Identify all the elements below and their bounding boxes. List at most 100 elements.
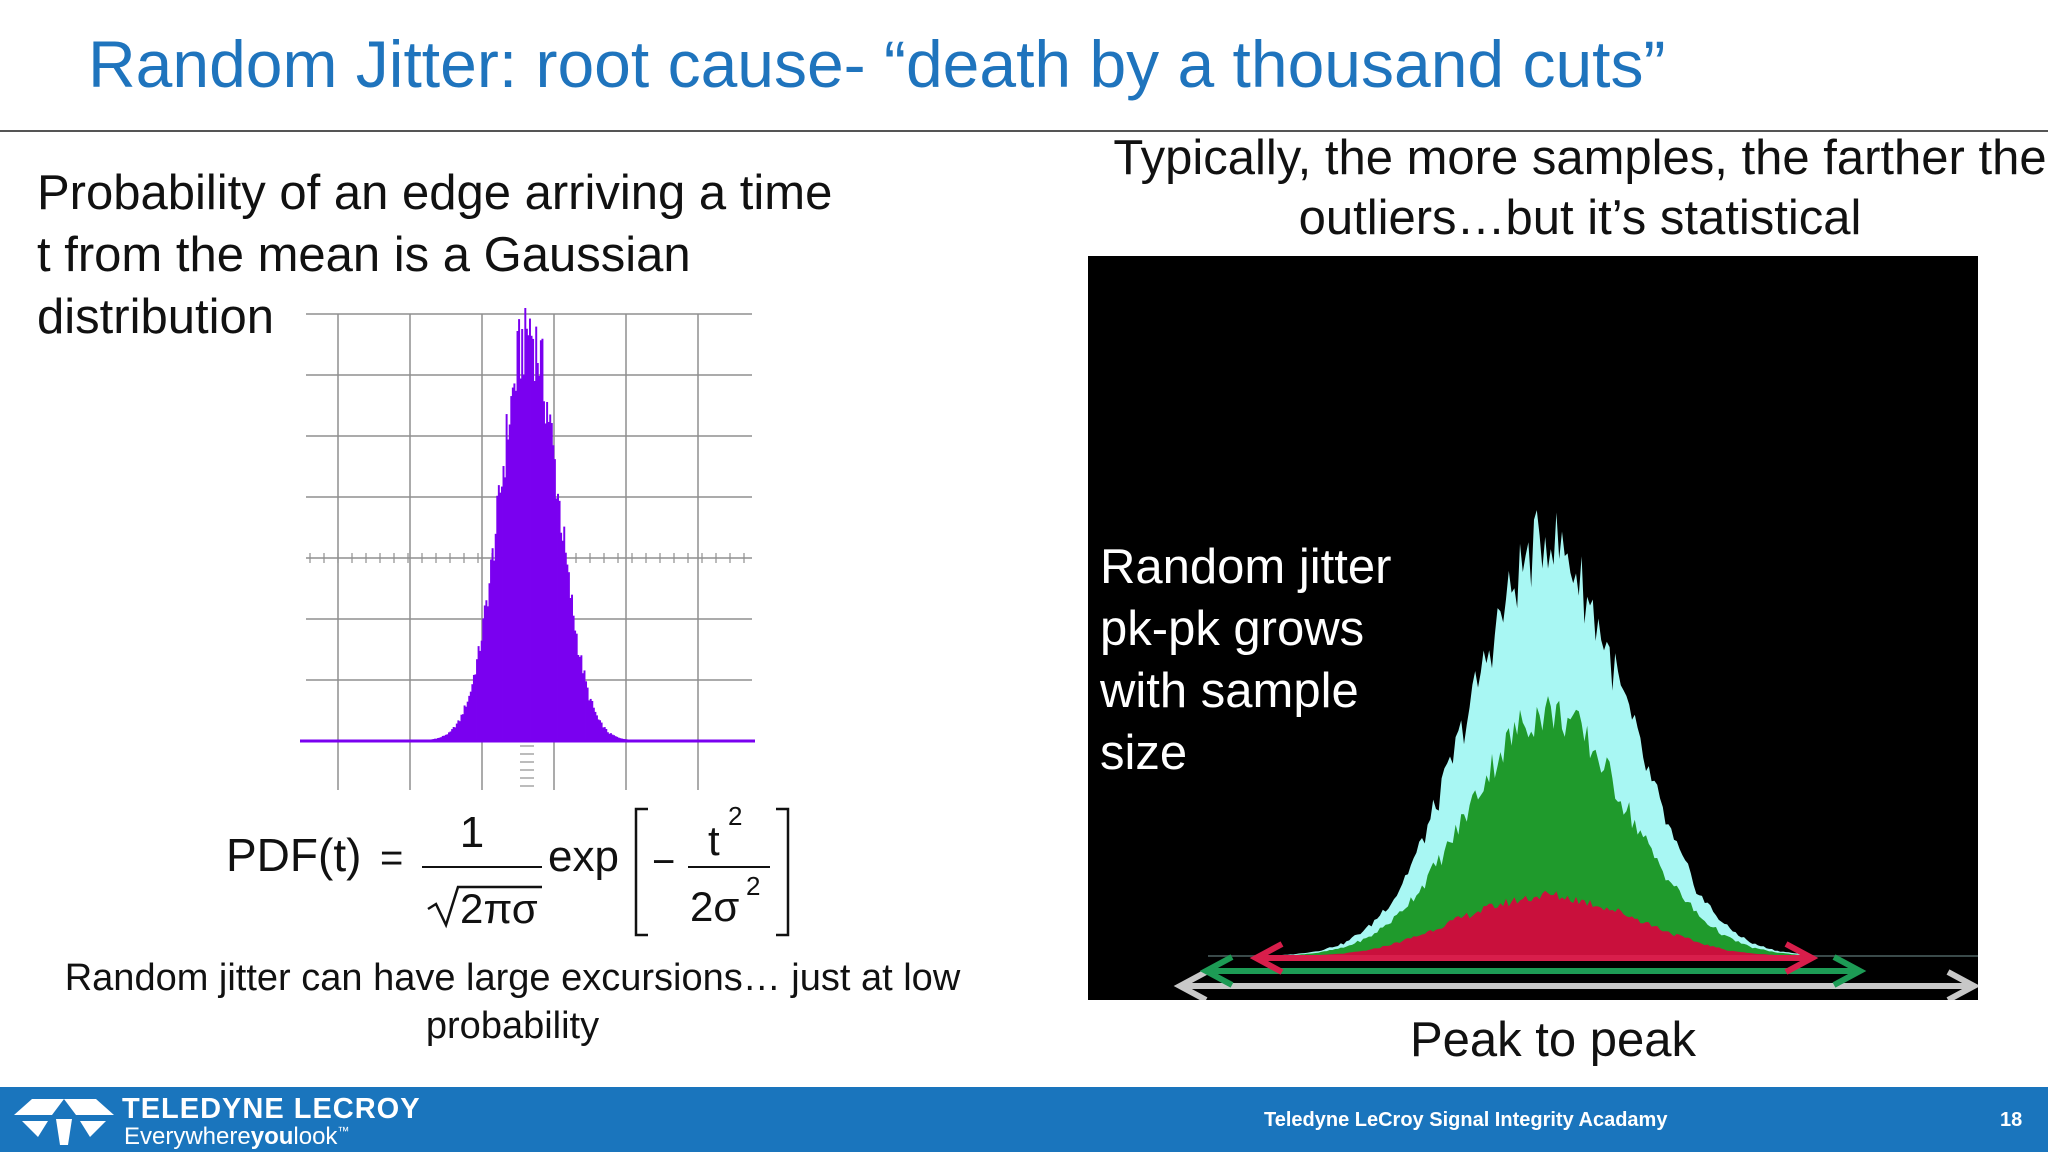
histogram-bar — [602, 727, 605, 741]
histogram-bar — [557, 493, 559, 741]
histogram-bar — [566, 564, 569, 741]
histogram-bar — [477, 646, 480, 741]
histogram-bar — [606, 732, 609, 741]
histogram-bar — [494, 533, 497, 741]
page-number: 18 — [2000, 1109, 2023, 1131]
histogram-bar — [553, 459, 556, 741]
histogram-bar — [550, 423, 553, 741]
histogram-bar — [497, 485, 500, 741]
exp-numerator-power: 2 — [728, 801, 742, 831]
histogram-bar — [466, 701, 469, 741]
histogram-bar — [536, 363, 539, 741]
histogram-bar — [613, 735, 616, 741]
gaussian-description: Probability of an edge arriving a time t… — [37, 166, 833, 344]
histogram-bar — [483, 605, 486, 741]
histogram-bar — [507, 439, 510, 741]
histogram-bar — [490, 559, 493, 741]
green-arrow-head — [1832, 954, 1867, 988]
formula-minus: − — [652, 840, 675, 884]
histogram-bar — [580, 655, 583, 741]
histogram-bar — [581, 673, 584, 741]
histogram-bar — [469, 691, 472, 741]
histogram-bar — [440, 737, 443, 741]
peak-arrows — [1173, 941, 1978, 1000]
histogram-bar — [586, 687, 589, 741]
histogram-bar — [519, 378, 522, 741]
brand-name: TELEDYNE LECROY — [122, 1093, 421, 1125]
teledyne-logo-icon — [14, 1099, 114, 1145]
histogram-bar — [529, 318, 531, 741]
histogram-bar — [488, 583, 491, 741]
histogram-bar — [574, 630, 577, 741]
histogram-bar — [589, 698, 592, 741]
histogram-bar — [446, 734, 449, 741]
histogram-bar — [541, 338, 544, 741]
academy-name: Teledyne LeCroy Signal Integrity Acadamy — [1264, 1109, 1668, 1131]
histogram-bar — [441, 735, 444, 741]
red-arrow-head — [1784, 941, 1819, 975]
histogram-bar — [458, 721, 461, 741]
histogram-bar — [594, 711, 597, 741]
histogram-bar — [511, 387, 514, 741]
histogram-bar — [547, 421, 550, 741]
formula-exp: exp — [548, 832, 619, 881]
histogram-bar — [521, 329, 524, 741]
histogram-bar — [448, 732, 450, 741]
excursion-caption: Random jitter can have large excursions…… — [64, 957, 961, 1047]
histogram-bars — [300, 308, 755, 743]
histogram-bar — [555, 498, 558, 741]
histogram-bar — [505, 414, 508, 741]
histogram-bar — [438, 737, 441, 741]
histogram-bar — [468, 695, 471, 741]
histogram-bar — [510, 396, 513, 741]
histogram-bar — [543, 401, 545, 741]
title-divider — [0, 130, 2048, 132]
right-bracket — [776, 807, 790, 937]
histogram-bar — [479, 650, 482, 741]
histogram-bar — [451, 729, 454, 741]
histogram-bar — [463, 705, 466, 741]
histogram-bar — [491, 548, 494, 741]
histogram-bar — [496, 495, 499, 741]
series-red-area — [1268, 890, 1828, 956]
histogram-bar — [575, 633, 578, 741]
histogram-bar — [588, 700, 591, 741]
histogram-bar — [457, 720, 460, 741]
histogram-bar — [595, 715, 598, 741]
histogram-bar — [513, 383, 516, 741]
histogram-bar — [465, 706, 468, 741]
square-root-sign — [427, 885, 542, 929]
samples-heading: Typically, the more samples, the farther… — [1113, 131, 2047, 245]
histogram-bar — [608, 733, 611, 741]
histogram-bar — [522, 374, 525, 741]
histogram-bar — [500, 486, 503, 741]
histogram-bar — [600, 722, 603, 741]
histogram-bar — [597, 719, 600, 741]
histogram-bar — [560, 532, 563, 741]
histogram-bar — [603, 727, 606, 741]
histogram-bar — [454, 727, 457, 741]
histogram-bar — [482, 618, 485, 741]
histogram-bar — [535, 326, 538, 741]
histogram-bar — [552, 445, 555, 741]
brand-tagline: Everywhereyoulook™ — [124, 1123, 350, 1150]
histogram-bar — [599, 720, 602, 741]
histogram-bar — [546, 401, 549, 741]
histogram-bar — [460, 714, 463, 741]
histogram-bar — [530, 335, 533, 741]
histogram-bar — [471, 684, 474, 741]
histogram-bar — [569, 598, 572, 741]
histogram-bar — [476, 659, 479, 741]
histogram-bar — [577, 654, 580, 741]
histogram-bar — [561, 540, 564, 741]
exp-denominator-power: 2 — [746, 871, 760, 901]
histogram-bar — [558, 500, 561, 741]
histogram-bar — [524, 308, 527, 741]
histogram-bar — [455, 723, 458, 741]
histogram-bar — [564, 552, 567, 741]
histogram-bar — [571, 594, 573, 741]
histogram-bar — [544, 423, 547, 741]
histogram-bar — [617, 737, 620, 741]
histogram-bar — [533, 381, 536, 741]
histogram-bar — [486, 606, 489, 741]
